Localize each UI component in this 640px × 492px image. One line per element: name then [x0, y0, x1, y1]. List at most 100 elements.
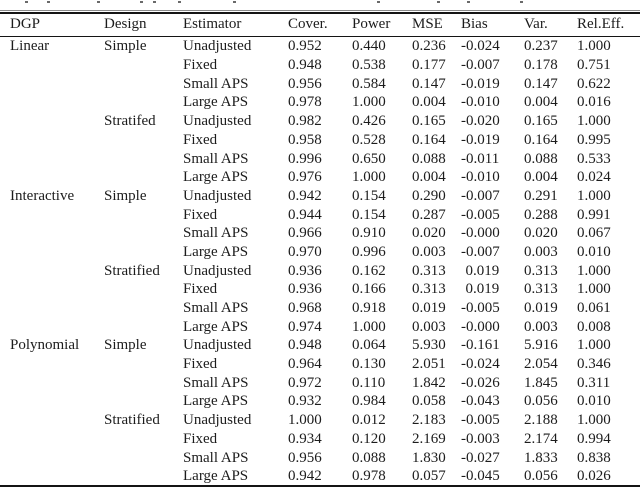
table-row: Interactive Simple Unadjusted 0.942 0.154 0.2…: [0, 187, 640, 206]
cell-cover: 0.936: [288, 281, 322, 298]
cell-cover: 0.982: [288, 113, 322, 130]
cell-estimator: Fixed: [183, 57, 218, 74]
cell-estimator: Fixed: [183, 281, 218, 298]
table-row: Large APS 0.974 1.000 0.003 -0.000 0.003 0.008: [0, 318, 640, 337]
table-row: Fixed 0.948 0.538 0.177 -0.007 0.178 0.751: [0, 56, 640, 75]
caption-remnant-mark: [377, 1, 380, 3]
cell-power: 0.110: [352, 374, 386, 391]
table-row: Large APS 0.976 1.000 0.004 -0.010 0.004 0.024: [0, 168, 640, 187]
cell-mse: 0.287: [412, 206, 446, 223]
table-top-rule-thick: [0, 12, 640, 14]
cell-bias: 0.019: [465, 262, 500, 279]
cell-design: Stratified: [104, 262, 160, 279]
cell-var: 0.147: [524, 75, 558, 92]
cell-power: 0.650: [352, 150, 386, 167]
cell-power: 0.088: [352, 449, 386, 466]
table-header-row: DGP Design Estimator Cover. Power MSE Bi…: [0, 14, 640, 35]
cell-var: 0.165: [524, 113, 558, 130]
cell-releff: 1.000: [577, 38, 611, 55]
table-row: Fixed 0.964 0.130 2.051 -0.024 2.054 0.346: [0, 355, 640, 374]
cell-cover: 0.976: [288, 169, 322, 186]
table-row: Large APS 0.932 0.984 0.058 -0.043 0.056 0.010: [0, 392, 640, 411]
cell-estimator: Large APS: [183, 318, 249, 335]
cell-releff: 1.000: [577, 337, 611, 354]
cell-mse: 0.020: [412, 225, 446, 242]
cell-power: 0.984: [352, 393, 386, 410]
cell-bias: -0.000: [461, 318, 500, 335]
cell-releff: 1.000: [577, 262, 611, 279]
cell-power: 0.120: [352, 430, 386, 447]
cell-bias: -0.024: [461, 356, 500, 373]
col-header-cover: Cover.: [288, 16, 328, 32]
cell-releff: 0.838: [577, 449, 611, 466]
cell-cover: 0.956: [288, 449, 322, 466]
cell-bias: -0.007: [461, 243, 500, 260]
cell-bias: -0.045: [461, 468, 500, 485]
cell-estimator: Small APS: [183, 150, 249, 167]
cell-mse: 2.183: [412, 412, 446, 429]
cell-var: 0.004: [524, 94, 558, 111]
cell-releff: 0.751: [577, 57, 611, 74]
cell-design: Stratified: [104, 412, 160, 429]
cell-mse: 0.177: [412, 57, 446, 74]
cell-bias: -0.019: [461, 75, 500, 92]
cell-estimator: Large APS: [183, 94, 249, 111]
cell-estimator: Small APS: [183, 225, 249, 242]
caption-remnant-mark: [140, 1, 143, 3]
cell-releff: 1.000: [577, 281, 611, 298]
cell-releff: 0.024: [577, 169, 611, 186]
cell-var: 2.188: [524, 412, 558, 429]
col-header-bias: Bias: [461, 16, 488, 32]
col-header-mse: MSE: [412, 16, 443, 32]
cell-power: 0.166: [352, 281, 386, 298]
cell-cover: 0.966: [288, 225, 322, 242]
table-row: Fixed 0.958 0.528 0.164 -0.019 0.164 0.995: [0, 131, 640, 150]
table-top-rule-thin: [0, 10, 640, 11]
caption-remnant-mark: [178, 1, 181, 3]
table-row: Small APS 0.966 0.910 0.020 -0.000 0.020 0.067: [0, 224, 640, 243]
cell-dgp: Linear: [10, 38, 50, 55]
cell-releff: 0.010: [577, 393, 611, 410]
cell-estimator: Large APS: [183, 169, 249, 186]
cell-dgp: Polynomial: [10, 337, 80, 354]
cell-var: 0.237: [524, 38, 558, 55]
cell-releff: 1.000: [577, 412, 611, 429]
cell-bias: -0.026: [461, 374, 500, 391]
cell-estimator: Large APS: [183, 468, 249, 485]
cell-var: 0.313: [524, 262, 558, 279]
cell-estimator: Small APS: [183, 374, 249, 391]
cell-estimator: Unadjusted: [183, 38, 252, 55]
cell-power: 0.978: [352, 468, 386, 485]
cell-bias: -0.043: [461, 393, 500, 410]
cell-estimator: Fixed: [183, 206, 218, 223]
col-header-power: Power: [352, 16, 391, 32]
cell-bias: -0.161: [461, 337, 500, 354]
table-row: Small APS 0.956 0.088 1.830 -0.027 1.833 0.838: [0, 449, 640, 468]
cell-cover: 0.974: [288, 318, 322, 335]
cell-var: 0.164: [524, 131, 558, 148]
cell-releff: 0.067: [577, 225, 611, 242]
cell-var: 2.054: [524, 356, 558, 373]
cell-cover: 0.978: [288, 94, 322, 111]
cell-mse: 1.842: [412, 374, 446, 391]
cell-cover: 0.936: [288, 262, 322, 279]
table-row: Small APS 0.972 0.110 1.842 -0.026 1.845 0.311: [0, 374, 640, 393]
cell-mse: 0.003: [412, 243, 446, 260]
cell-bias: -0.010: [461, 94, 500, 111]
cell-cover: 0.942: [288, 468, 322, 485]
cell-power: 0.918: [352, 300, 386, 317]
cell-estimator: Unadjusted: [183, 337, 252, 354]
cell-estimator: Small APS: [183, 75, 249, 92]
col-header-releff: Rel.Eff.: [577, 16, 625, 32]
cell-bias: -0.005: [461, 206, 500, 223]
cell-mse: 1.830: [412, 449, 446, 466]
cell-estimator: Fixed: [183, 131, 218, 148]
cell-mse: 0.057: [412, 468, 446, 485]
caption-remnant-mark: [520, 1, 523, 3]
cell-releff: 0.311: [577, 374, 611, 391]
cell-cover: 0.948: [288, 337, 322, 354]
cell-releff: 1.000: [577, 113, 611, 130]
cell-mse: 0.164: [412, 131, 446, 148]
cell-releff: 0.346: [577, 356, 611, 373]
